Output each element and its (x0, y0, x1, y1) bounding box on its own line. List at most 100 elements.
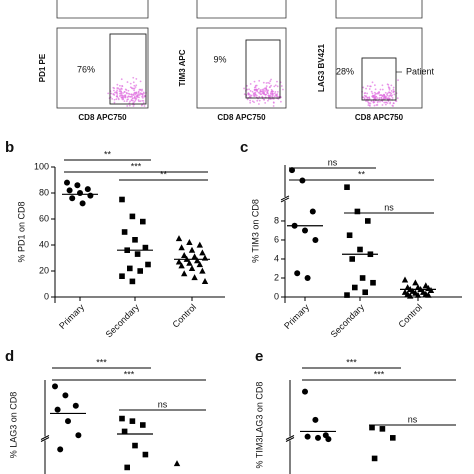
event-dot (111, 97, 114, 100)
event-dot (276, 85, 279, 88)
data-point (129, 278, 136, 285)
data-point (62, 392, 69, 399)
event-dot (112, 89, 115, 92)
event-dot (366, 85, 369, 87)
event-dot (127, 98, 129, 101)
event-dot (132, 76, 135, 79)
x-tick-label: Control (397, 302, 425, 330)
event-dot (396, 97, 399, 100)
event-dot (370, 100, 373, 103)
event-dot (116, 93, 119, 95)
event-dot (379, 100, 381, 103)
event-dot (254, 86, 257, 88)
data-point (344, 292, 350, 298)
y-tick-label: 20 (39, 265, 49, 275)
event-dot (120, 90, 123, 93)
event-dot (113, 101, 116, 104)
event-dot (388, 95, 391, 97)
event-dot (276, 95, 279, 97)
event-dot (383, 101, 386, 104)
data-point (304, 274, 311, 281)
event-dot (254, 89, 257, 91)
event-dot (138, 88, 141, 91)
gate-percent: 9% (213, 54, 226, 64)
event-dot (386, 83, 389, 86)
data-point (352, 284, 358, 291)
gate (361, 57, 397, 101)
gate (109, 33, 147, 105)
data-point (54, 406, 61, 413)
event-dot (265, 89, 268, 92)
event-dot (130, 93, 133, 96)
event-dot (274, 84, 277, 87)
data-point (74, 182, 81, 189)
data-point (79, 200, 86, 207)
event-dot (387, 100, 390, 102)
event-dot (253, 92, 256, 95)
event-dot (265, 82, 268, 84)
data-point (75, 432, 82, 439)
data-point (132, 237, 138, 243)
event-dot (270, 93, 272, 95)
x-axis-label: CD8 APC750 (78, 113, 127, 122)
event-dot (271, 92, 274, 95)
strip-plot: c 0 2 4 6 8 % TIM3 on CD8 Primary Secondary Contr… (240, 139, 462, 340)
event-dot (269, 95, 271, 98)
data-point (302, 388, 308, 395)
y-tick-label: 8 (274, 215, 279, 225)
event-dot (381, 104, 384, 106)
event-dot (386, 92, 389, 95)
data-point (175, 258, 183, 265)
axis-break (285, 437, 295, 442)
y-tick-label: 0 (44, 291, 49, 301)
event-dot (263, 98, 265, 101)
event-dot (269, 98, 272, 101)
axis-break (40, 437, 50, 442)
event-dot (366, 92, 369, 95)
data-point (145, 261, 151, 268)
event-dot (249, 95, 252, 98)
event-dot (112, 93, 115, 95)
event-dot (121, 98, 124, 101)
data-point (119, 273, 125, 279)
event-dot (262, 90, 264, 93)
event-dot (121, 88, 123, 90)
event-dot (374, 88, 377, 91)
event-dot (383, 94, 386, 97)
data-point (137, 268, 143, 274)
event-dot (122, 95, 125, 97)
event-dot (272, 101, 275, 104)
event-dot (374, 97, 377, 100)
event-dot (142, 102, 145, 104)
y-tick-label: 100 (34, 161, 49, 171)
event-dot (253, 80, 256, 83)
data-point (119, 415, 125, 422)
data-point (315, 434, 321, 441)
cropped-plot (56, 0, 149, 19)
data-point (302, 227, 308, 234)
event-dot (270, 88, 273, 91)
data-point (129, 418, 136, 424)
event-dot (117, 97, 120, 100)
event-dot (371, 95, 374, 98)
event-dot (271, 94, 274, 97)
event-dot (390, 90, 393, 92)
event-dot (123, 100, 126, 103)
cropped-plot (335, 0, 423, 19)
event-dot (123, 90, 126, 93)
event-dot (263, 87, 266, 90)
strip-plot: e % TIM3LAG3 on CD8 *** *** ns (254, 348, 456, 474)
event-dot (376, 104, 379, 106)
event-dot (126, 105, 129, 107)
event-dot (243, 87, 246, 90)
data-point (346, 232, 353, 239)
event-dot (119, 89, 122, 91)
event-dot (132, 93, 135, 96)
data-point (175, 235, 183, 242)
event-dot (366, 96, 369, 99)
data-point (119, 196, 125, 203)
event-dot (261, 95, 264, 98)
event-dot (365, 95, 368, 98)
data-point (390, 435, 396, 441)
